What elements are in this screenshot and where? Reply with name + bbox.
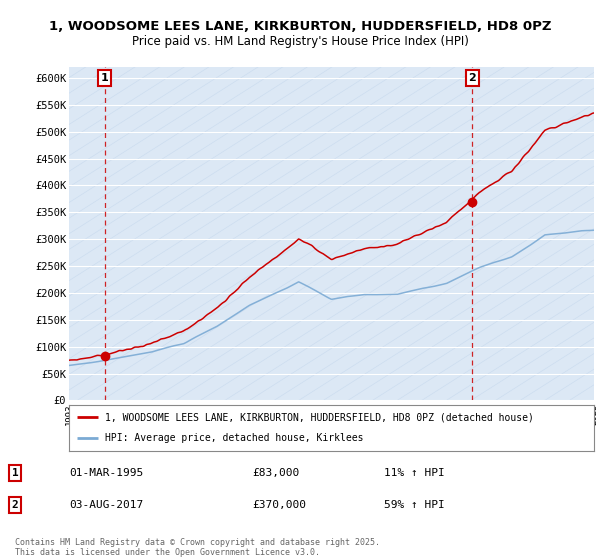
Text: Contains HM Land Registry data © Crown copyright and database right 2025.
This d: Contains HM Land Registry data © Crown c… bbox=[15, 538, 380, 557]
Text: 1, WOODSOME LEES LANE, KIRKBURTON, HUDDERSFIELD, HD8 0PZ (detached house): 1, WOODSOME LEES LANE, KIRKBURTON, HUDDE… bbox=[105, 412, 533, 422]
Text: 2: 2 bbox=[11, 500, 19, 510]
Text: 1, WOODSOME LEES LANE, KIRKBURTON, HUDDERSFIELD, HD8 0PZ: 1, WOODSOME LEES LANE, KIRKBURTON, HUDDE… bbox=[49, 20, 551, 32]
Text: 59% ↑ HPI: 59% ↑ HPI bbox=[384, 500, 445, 510]
Text: £83,000: £83,000 bbox=[252, 468, 299, 478]
Text: 1: 1 bbox=[101, 73, 109, 83]
Text: 11% ↑ HPI: 11% ↑ HPI bbox=[384, 468, 445, 478]
Text: Price paid vs. HM Land Registry's House Price Index (HPI): Price paid vs. HM Land Registry's House … bbox=[131, 35, 469, 48]
Text: 01-MAR-1995: 01-MAR-1995 bbox=[69, 468, 143, 478]
Text: HPI: Average price, detached house, Kirklees: HPI: Average price, detached house, Kirk… bbox=[105, 433, 363, 444]
Text: 2: 2 bbox=[469, 73, 476, 83]
Text: £370,000: £370,000 bbox=[252, 500, 306, 510]
Text: 03-AUG-2017: 03-AUG-2017 bbox=[69, 500, 143, 510]
Text: 1: 1 bbox=[11, 468, 19, 478]
